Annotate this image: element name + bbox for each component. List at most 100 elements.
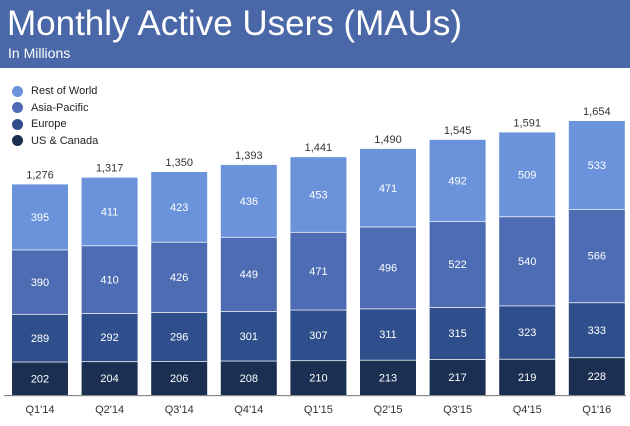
data-label: 213 — [379, 372, 397, 384]
bar-segment-europe — [220, 310, 277, 361]
legend-swatch — [12, 118, 23, 130]
chart-header: Monthly Active Users (MAUs) In Millions — [0, 0, 630, 68]
data-label: 449 — [240, 269, 258, 281]
data-label: 202 — [31, 373, 49, 385]
data-label: 411 — [101, 207, 119, 219]
data-label: 204 — [100, 373, 118, 385]
legend-swatch — [12, 102, 23, 114]
x-tick-label: Q3'14 — [165, 404, 194, 416]
x-tick-label: Q4'14 — [234, 404, 263, 416]
segment-divider — [220, 236, 277, 238]
bar-segment-us-canada — [429, 359, 486, 395]
bar-segment-asia-pacific — [220, 236, 277, 311]
segment-divider — [568, 356, 625, 359]
x-tick-label: Q2'14 — [95, 404, 124, 416]
chart-title: Monthly Active Users (MAUs) — [7, 4, 463, 43]
bar-segment-europe — [360, 308, 416, 360]
bar-segment-asia-pacific — [360, 226, 416, 309]
data-label: 423 — [170, 202, 188, 214]
bar-segment-rest-of-world — [151, 172, 208, 242]
x-tick-label: Q1'15 — [304, 404, 333, 416]
legend-label: Rest of World — [31, 85, 98, 98]
bar-segment-asia-pacific — [12, 249, 68, 314]
bar-segment-rest-of-world — [81, 177, 138, 246]
bar-segment-europe — [290, 309, 347, 361]
data-label: 533 — [588, 160, 606, 172]
bar-segment-rest-of-world — [290, 157, 347, 232]
data-label: 471 — [309, 266, 327, 278]
x-tick-label: Q4'15 — [513, 404, 542, 416]
bar-segment-rest-of-world — [12, 184, 68, 250]
x-axis-line — [4, 395, 626, 397]
bar-segment-rest-of-world — [568, 121, 625, 209]
data-label: 453 — [309, 190, 327, 202]
bar-segment-europe — [568, 302, 625, 358]
bar-segment-asia-pacific — [151, 241, 208, 313]
legend-swatch — [12, 135, 23, 147]
data-label: 492 — [448, 175, 466, 187]
legend-label: Asia-Pacific — [31, 101, 89, 114]
x-tick-label: Q2'15 — [373, 404, 402, 416]
bar-segment-us-canada — [360, 359, 416, 395]
legend-item-europe: Europe — [12, 116, 98, 133]
bar-segment-rest-of-world — [220, 164, 277, 237]
data-label: 311 — [379, 329, 397, 341]
total-label: 1,350 — [165, 157, 193, 169]
bar-segment-asia-pacific — [81, 245, 138, 314]
bar-segment-europe — [12, 313, 68, 362]
bar-segment-europe — [81, 313, 138, 362]
bar-segment-us-canada — [568, 357, 625, 395]
data-label: 208 — [240, 373, 258, 385]
bar-segment-rest-of-world — [429, 139, 486, 222]
bar-segment-asia-pacific — [499, 216, 556, 306]
data-label: 206 — [170, 373, 188, 385]
data-label: 307 — [309, 330, 327, 342]
data-label: 315 — [448, 328, 466, 340]
data-label: 228 — [588, 371, 606, 383]
data-label: 323 — [518, 327, 536, 339]
x-tick-label: Q1'16 — [582, 404, 611, 416]
legend-item-rest-of-world: Rest of World — [12, 83, 98, 100]
data-label: 426 — [170, 272, 188, 284]
bar-segment-asia-pacific — [290, 231, 347, 310]
data-label: 566 — [588, 251, 606, 263]
total-label: 1,654 — [583, 106, 611, 118]
bar-segment-asia-pacific — [429, 221, 486, 308]
data-label: 217 — [448, 372, 466, 384]
legend-item-asia-pacific: Asia-Pacific — [12, 100, 98, 117]
data-label: 395 — [31, 212, 49, 224]
total-label: 1,545 — [444, 125, 472, 137]
data-label: 522 — [448, 259, 466, 271]
data-label: 301 — [240, 331, 258, 343]
bar-segment-asia-pacific — [568, 208, 625, 303]
data-label: 410 — [100, 274, 118, 286]
bar-segment-us-canada — [81, 361, 138, 395]
legend: Rest of World Asia-Pacific Europe US & Cana… — [12, 83, 98, 149]
bar-segment-europe — [499, 305, 556, 359]
segment-divider — [290, 308, 347, 311]
total-label: 1,591 — [513, 117, 541, 129]
legend-swatch — [12, 85, 23, 97]
x-tick-label: Q1'14 — [25, 404, 54, 416]
data-label: 540 — [518, 256, 536, 268]
bar-segment-us-canada — [220, 360, 277, 395]
data-label: 471 — [379, 183, 397, 195]
data-label: 390 — [31, 277, 49, 289]
data-label: 210 — [309, 373, 327, 385]
bar-segment-rest-of-world — [499, 132, 556, 217]
segment-divider — [360, 225, 416, 228]
legend-label: US & Canada — [31, 134, 99, 147]
total-label: 1,441 — [305, 142, 333, 154]
legend-item-us-canada: US & Canada — [12, 133, 98, 150]
chart-subtitle: In Millions — [8, 45, 71, 61]
segment-divider — [81, 244, 138, 247]
bar-segment-us-canada — [12, 361, 68, 395]
data-label: 219 — [518, 372, 536, 384]
data-label: 509 — [518, 169, 536, 181]
data-label: 296 — [170, 332, 188, 344]
total-label: 1,276 — [26, 169, 54, 181]
data-label: 292 — [100, 332, 118, 344]
bar-segment-europe — [429, 307, 486, 360]
data-label: 289 — [31, 333, 49, 345]
bar-segment-us-canada — [290, 360, 347, 395]
